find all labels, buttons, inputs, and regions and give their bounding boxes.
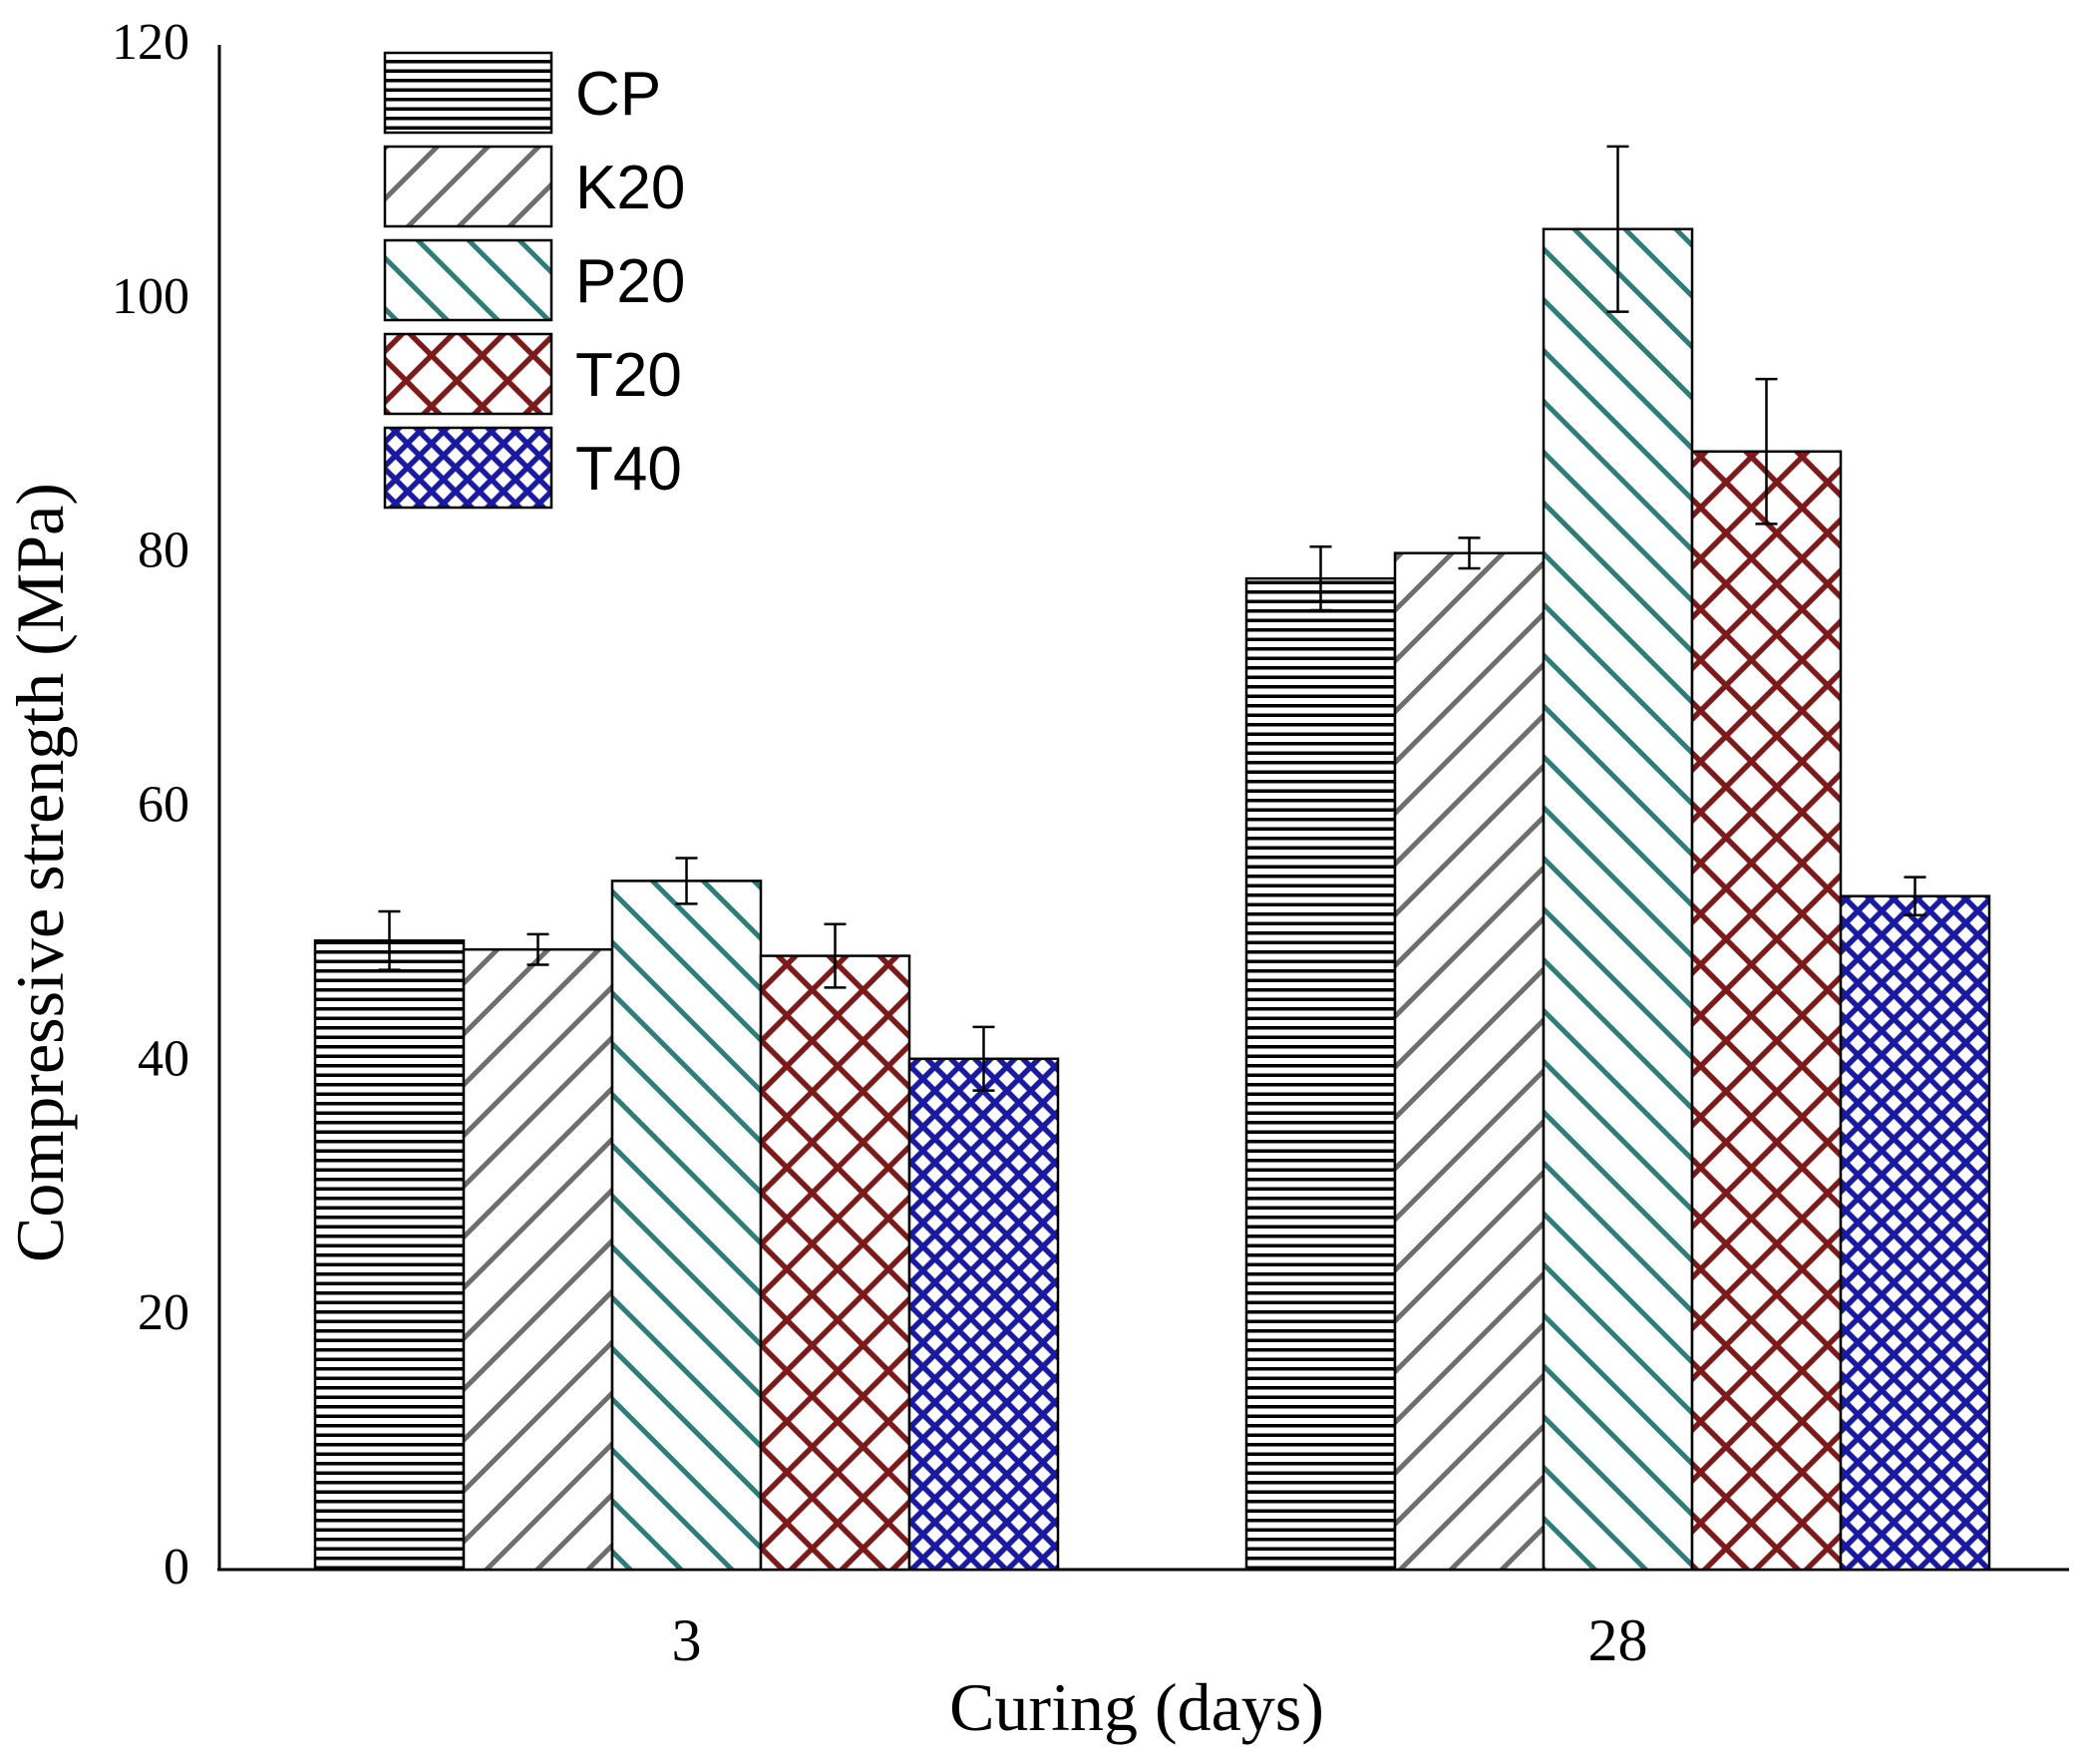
x-tick-label: 28 xyxy=(1588,1607,1648,1673)
error-bar-t20-day-28 xyxy=(1755,377,1778,526)
y-tick-label: 20 xyxy=(138,1284,189,1341)
legend-swatch xyxy=(383,332,553,416)
legend-label: K20 xyxy=(575,154,685,222)
bar-cp-day-28 xyxy=(1244,576,1397,1572)
legend-item-t20: T20 xyxy=(383,332,682,416)
bar-t20-day-28 xyxy=(1690,450,1843,1572)
error-bar-p20-day-3 xyxy=(675,857,698,905)
y-axis-title: Compressive strength (MPa) xyxy=(2,483,78,1262)
bar-t40-day-3 xyxy=(907,1057,1060,1572)
legend-label: CP xyxy=(575,60,661,129)
bar-t20-day-3 xyxy=(759,954,911,1572)
y-tick-label: 60 xyxy=(138,777,189,834)
bar-p20-day-28 xyxy=(1542,227,1694,1572)
legend-item-t40: T40 xyxy=(383,426,682,510)
x-tick-labels: 3 28 xyxy=(672,1607,1648,1673)
legend-label: P20 xyxy=(575,247,685,316)
error-bar-t40-day-3 xyxy=(972,1025,995,1092)
bar-p20-day-3 xyxy=(610,880,763,1572)
y-tick-label: 80 xyxy=(138,523,189,579)
error-bar-cp-day-3 xyxy=(378,909,401,971)
x-axis-title: Curing (days) xyxy=(949,1669,1324,1745)
y-tick-label: 100 xyxy=(112,268,189,325)
legend-swatch xyxy=(383,51,553,135)
error-bar-t40-day-28 xyxy=(1904,876,1926,917)
legend-swatch xyxy=(383,426,553,510)
y-tick-label: 40 xyxy=(138,1030,189,1087)
bar-k20-day-3 xyxy=(462,947,614,1572)
bars xyxy=(313,227,1991,1572)
y-tick-labels: 0 20 40 60 80 100 120 xyxy=(112,14,189,1595)
legend-label: T40 xyxy=(575,435,682,504)
error-bar-k20-day-28 xyxy=(1458,536,1481,570)
legend-label: T20 xyxy=(575,341,682,410)
error-bars xyxy=(378,145,1926,1092)
error-bar-cp-day-28 xyxy=(1309,545,1332,612)
y-tick-label: 120 xyxy=(112,14,189,71)
y-tick-label: 0 xyxy=(164,1539,189,1595)
legend-swatch xyxy=(383,238,553,322)
legend-swatch xyxy=(383,145,553,228)
bar-cp-day-3 xyxy=(313,939,466,1572)
error-bar-p20-day-28 xyxy=(1606,145,1629,313)
legend-item-cp: CP xyxy=(383,51,661,135)
legend: CP K20 P20 T20 T40 xyxy=(383,51,685,510)
legend-item-p20: P20 xyxy=(383,238,685,322)
bar-t40-day-28 xyxy=(1839,894,1991,1572)
error-bar-k20-day-3 xyxy=(526,932,549,966)
error-bar-t20-day-3 xyxy=(824,922,847,989)
x-tick-label: 3 xyxy=(672,1607,702,1673)
bar-k20-day-28 xyxy=(1393,551,1546,1572)
legend-item-k20: K20 xyxy=(383,145,685,228)
